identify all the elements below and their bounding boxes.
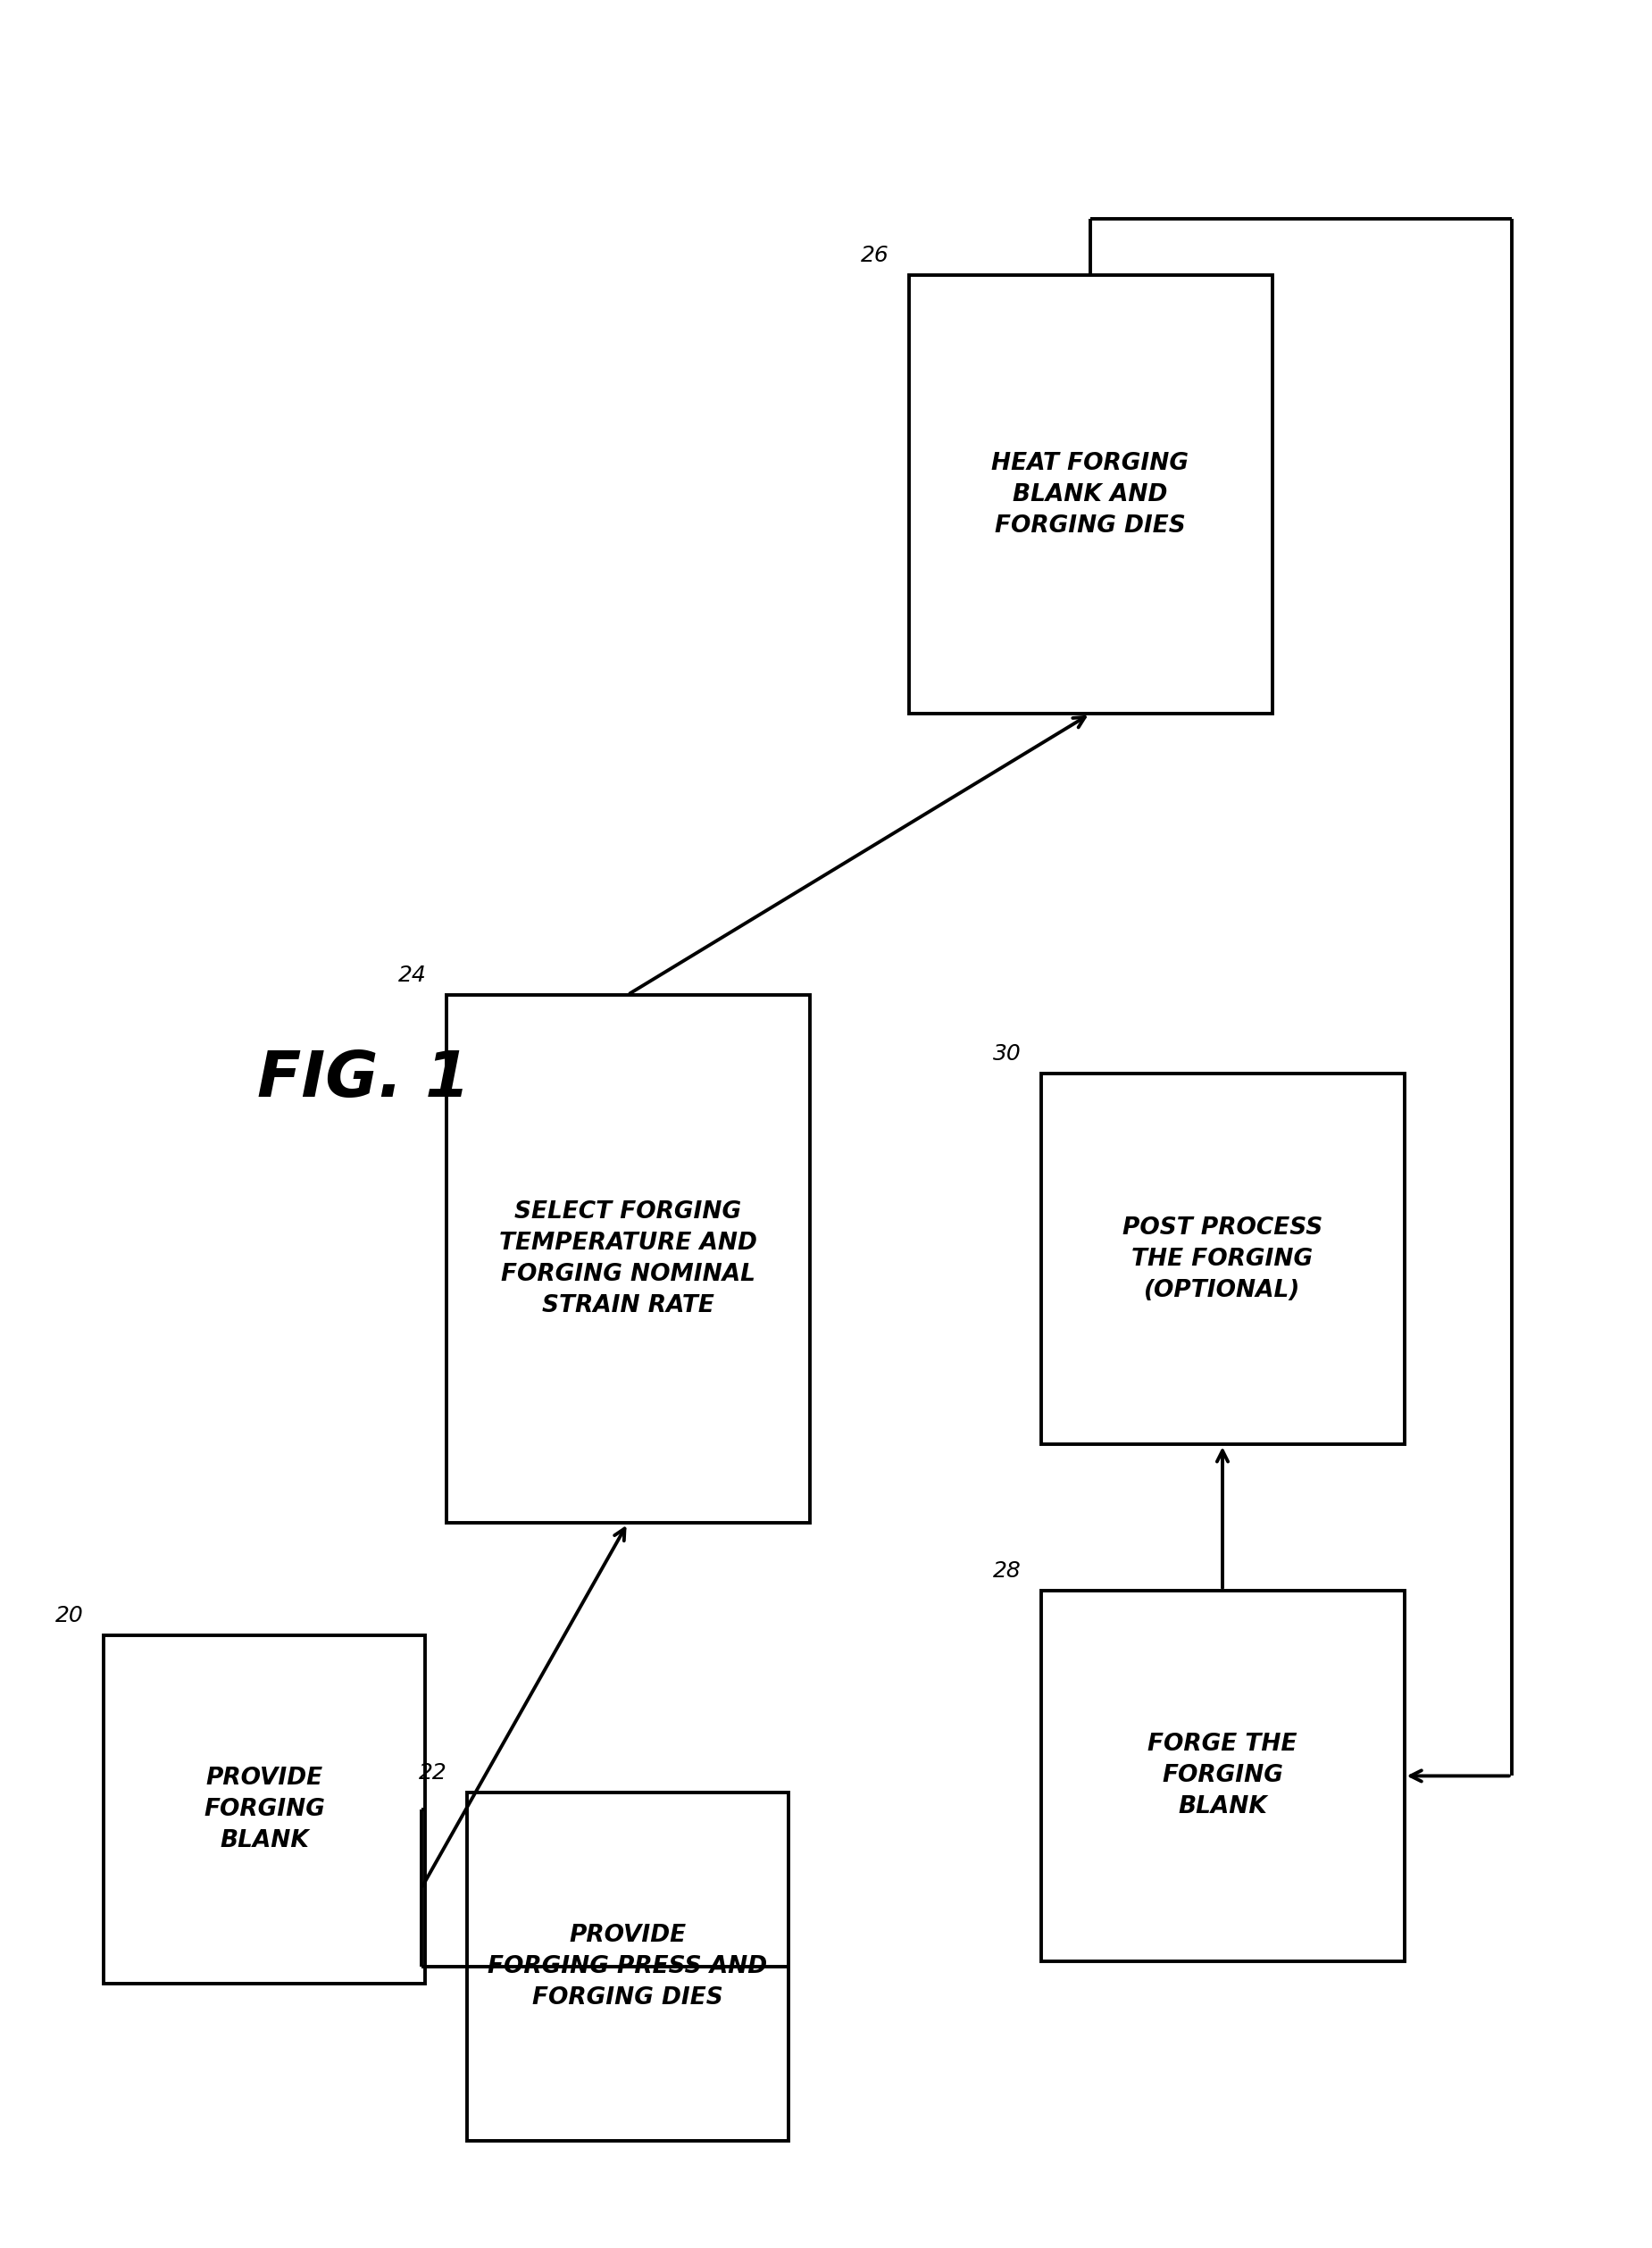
Text: 22: 22 bbox=[418, 1762, 446, 1785]
Bar bbox=[446, 994, 809, 1524]
Text: POST PROCESS
THE FORGING
(OPTIONAL): POST PROCESS THE FORGING (OPTIONAL) bbox=[1122, 1216, 1323, 1302]
Text: HEAT FORGING
BLANK AND
FORGING DIES: HEAT FORGING BLANK AND FORGING DIES bbox=[991, 452, 1189, 537]
Text: PROVIDE
FORGING
BLANK: PROVIDE FORGING BLANK bbox=[203, 1767, 325, 1852]
Text: 28: 28 bbox=[993, 1560, 1021, 1583]
Text: SELECT FORGING
TEMPERATURE AND
FORGING NOMINAL
STRAIN RATE: SELECT FORGING TEMPERATURE AND FORGING N… bbox=[499, 1200, 757, 1317]
Text: PROVIDE
FORGING PRESS AND
FORGING DIES: PROVIDE FORGING PRESS AND FORGING DIES bbox=[487, 1924, 768, 2010]
Text: 24: 24 bbox=[398, 964, 426, 985]
Text: 30: 30 bbox=[993, 1043, 1021, 1066]
Bar bbox=[468, 1794, 790, 2140]
Bar bbox=[102, 1637, 426, 1983]
Bar bbox=[909, 274, 1272, 715]
Bar bbox=[1041, 1592, 1404, 1960]
Bar bbox=[1041, 1075, 1404, 1445]
Text: FIG. 1: FIG. 1 bbox=[258, 1048, 469, 1111]
Text: 26: 26 bbox=[861, 245, 889, 268]
Text: 20: 20 bbox=[55, 1605, 84, 1628]
Text: FORGE THE
FORGING
BLANK: FORGE THE FORGING BLANK bbox=[1148, 1733, 1297, 1819]
